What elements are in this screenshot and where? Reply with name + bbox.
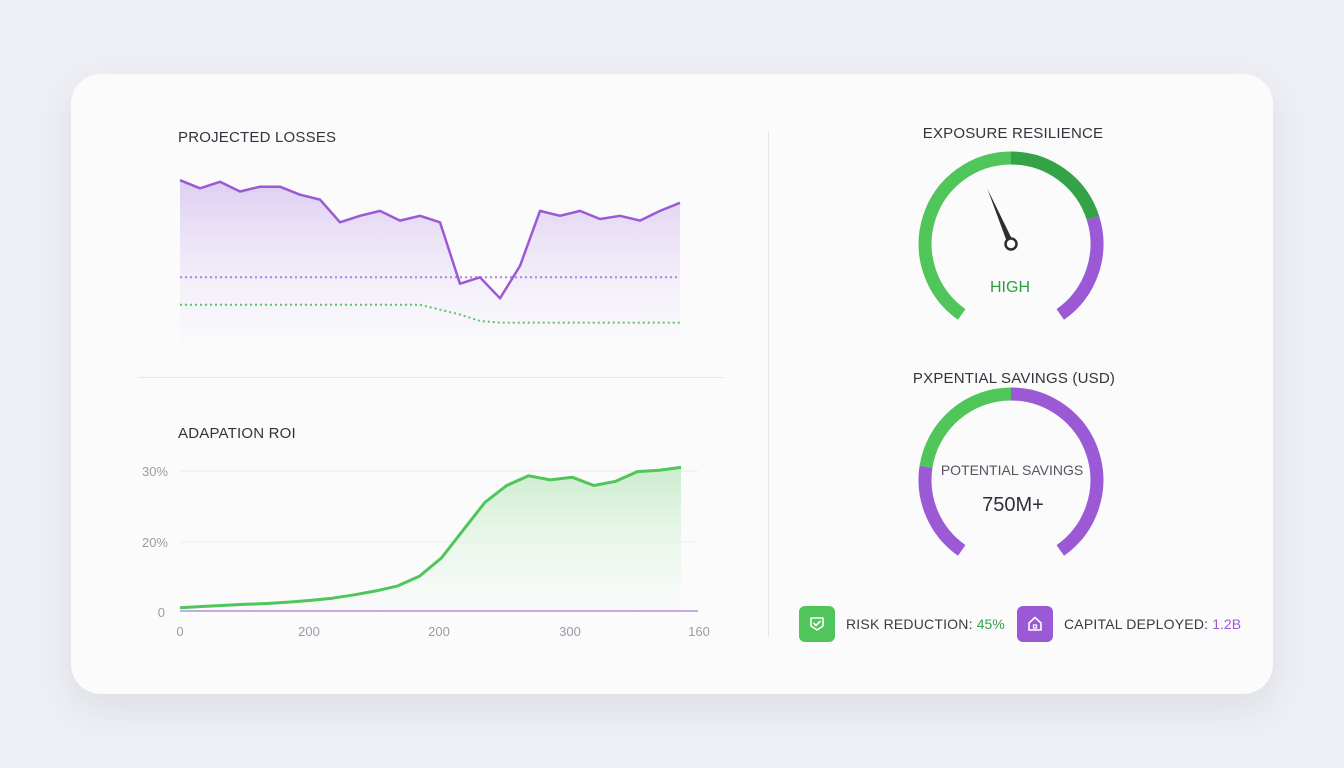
risk-reduction-value: 45% (976, 616, 1005, 632)
exposure-resilience-title: EXPOSURE RESILIENCE (922, 125, 1104, 142)
resilience-status: HIGH (990, 279, 1030, 296)
y-tick-label: 20% (142, 535, 168, 550)
y-tick-label: 30% (142, 464, 168, 479)
adaptation-roi-chart: 30% 20% 0 0 200 200 300 160 (142, 464, 710, 639)
risk-reduction-label: RISK REDUCTION: (846, 616, 973, 632)
vertical-divider (768, 132, 769, 637)
y-tick-label: 0 (158, 605, 165, 620)
gauge-segment-green (918, 151, 1012, 320)
gauge-needle (987, 188, 1014, 246)
savings-subtitle: POTENTIAL SAVINGS (941, 462, 1083, 478)
x-tick-label: 300 (559, 624, 581, 639)
gauge-needle-hub (1004, 237, 1018, 251)
adapted-level-line (180, 303, 680, 324)
shield-check-icon (799, 606, 835, 642)
gauge-segment-purple (918, 465, 966, 556)
capital-deployed-stat: CAPITAL DEPLOYED: 1.2B (1017, 606, 1241, 642)
gauge-segment-dark-green (1010, 151, 1100, 221)
projected-losses-title: PROJECTED LOSSES (178, 129, 337, 146)
risk-reduction-stat: RISK REDUCTION: 45% (799, 606, 1005, 642)
x-tick-label: 160 (688, 624, 710, 639)
capital-deployed-label: CAPITAL DEPLOYED: (1064, 616, 1209, 632)
projected-losses-chart (179, 179, 681, 342)
gauge-segment-purple (1056, 216, 1104, 320)
adaptation-roi-title: ADAPATION ROI (178, 425, 296, 442)
savings-value: 750M+ (982, 494, 1044, 516)
x-tick-label: 0 (176, 624, 183, 639)
projected-losses-line (179, 179, 681, 300)
x-tick-label: 200 (298, 624, 320, 639)
home-icon (1017, 606, 1053, 642)
gauge-segment-green (919, 387, 1012, 468)
roi-line (179, 465, 682, 610)
potential-savings-title: PXPENTIAL SAVINGS (USD) (912, 370, 1116, 387)
x-tick-label: 200 (428, 624, 450, 639)
horizontal-divider (138, 377, 724, 378)
projected-losses-area (180, 180, 680, 342)
roi-area (180, 467, 681, 611)
capital-deployed-value: 1.2B (1212, 616, 1242, 632)
gauge-segment-purple (1010, 387, 1104, 556)
potential-savings-gauge: POTENTIAL SAVINGS 750M+ (918, 387, 1104, 556)
exposure-resilience-gauge: HIGH (918, 151, 1104, 320)
